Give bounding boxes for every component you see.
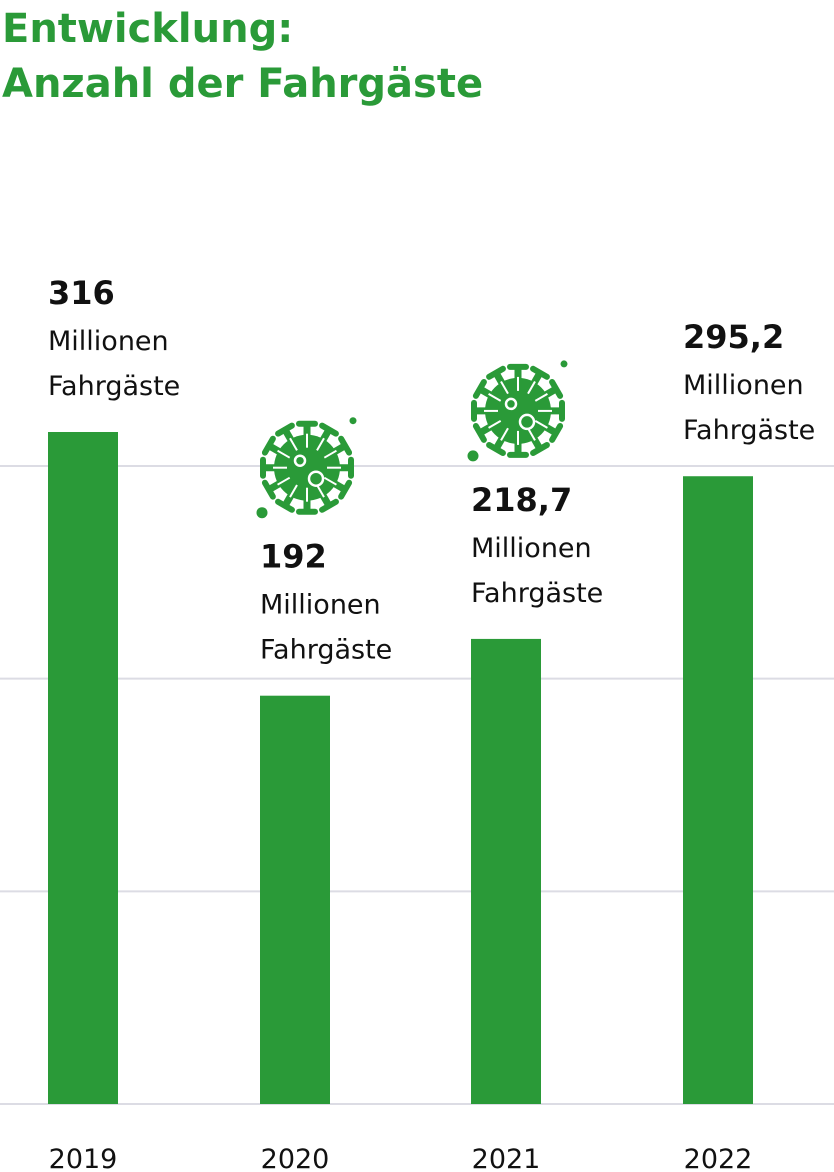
- unit-label: Fahrgäste: [471, 578, 603, 609]
- virus-spike-tip: [549, 422, 564, 443]
- x-tick-label: 2019: [49, 1144, 118, 1172]
- virus-spike-tip: [319, 422, 339, 437]
- unit-label: Millionen: [48, 326, 169, 357]
- virus-spike-tip: [472, 378, 487, 399]
- virus-icon: [256, 417, 357, 519]
- virus-spike-tip: [275, 422, 295, 437]
- bar-2019: [48, 432, 118, 1104]
- unit-label: Millionen: [471, 533, 592, 564]
- value-label: 316: [48, 274, 115, 312]
- virus-spike-tip: [338, 435, 353, 456]
- virus-ring: [293, 454, 307, 467]
- virus-line: [323, 449, 337, 459]
- virus-spike-tip: [275, 498, 295, 513]
- title-line-1: Entwicklung:: [2, 6, 294, 52]
- bar-2021: [471, 638, 541, 1104]
- x-tick-label: 2021: [472, 1144, 541, 1172]
- unit-label: Fahrgäste: [48, 371, 180, 402]
- virus-line: [500, 427, 509, 441]
- value-label: 192: [260, 538, 327, 576]
- unit-label: Fahrgäste: [683, 415, 815, 446]
- x-tick-label: 2022: [684, 1144, 753, 1172]
- unit-label: Millionen: [683, 370, 804, 401]
- virus-ring: [518, 413, 536, 431]
- virus-spike-tip: [530, 365, 550, 380]
- chart-title: Entwicklung: Anzahl der Fahrgäste: [2, 2, 483, 112]
- virus-icon: [467, 360, 568, 462]
- bar-2022: [683, 476, 753, 1104]
- virus-spike-tip: [472, 422, 487, 443]
- virus-line: [316, 484, 325, 498]
- title-line-2: Anzahl der Fahrgäste: [2, 61, 484, 107]
- value-label: 218,7: [471, 481, 572, 519]
- virus-spike-tip: [530, 442, 550, 457]
- virus-dot: [349, 417, 357, 425]
- virus-line: [289, 484, 298, 498]
- virus-body: [274, 434, 340, 501]
- virus-ring: [307, 470, 325, 487]
- virus-dot: [560, 360, 568, 368]
- virus-line: [527, 427, 536, 441]
- virus-spike-tip: [319, 498, 339, 513]
- virus-line: [500, 380, 509, 395]
- virus-line: [277, 449, 291, 459]
- virus-spike-tip: [486, 442, 506, 457]
- virus-line: [316, 437, 325, 451]
- virus-dot: [467, 450, 479, 462]
- virus-spike-tip: [338, 479, 353, 500]
- bar-2020: [260, 695, 330, 1104]
- unit-label: Millionen: [260, 590, 381, 621]
- virus-line: [488, 420, 502, 429]
- virus-spike-tip: [261, 479, 276, 500]
- unit-label: Fahrgäste: [260, 635, 392, 666]
- value-label: 295,2: [683, 318, 784, 356]
- virus-line: [527, 380, 536, 395]
- virus-line: [277, 476, 291, 486]
- virus-line: [534, 420, 548, 429]
- virus-spike-tip: [261, 435, 276, 456]
- virus-body: [485, 377, 551, 444]
- virus-ring: [504, 397, 518, 411]
- virus-dot: [256, 507, 268, 519]
- virus-spike-tip: [486, 365, 506, 380]
- virus-line: [289, 437, 298, 451]
- virus-line: [323, 476, 337, 486]
- x-tick-label: 2020: [261, 1144, 330, 1172]
- virus-line: [488, 393, 502, 402]
- virus-spike-tip: [549, 378, 564, 399]
- virus-line: [534, 393, 548, 402]
